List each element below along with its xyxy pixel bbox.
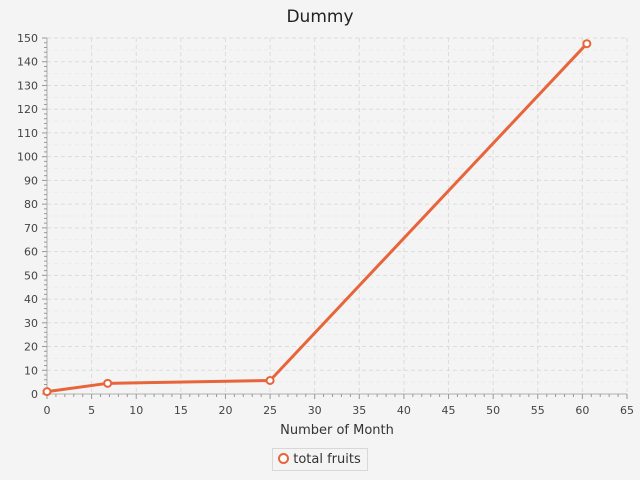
data-point [42,387,52,397]
y-tick-label: 130 [17,79,38,92]
data-point [103,378,113,388]
y-tick-label: 140 [17,56,38,69]
legend: total fruits [0,448,640,471]
x-tick-label: 35 [352,404,366,417]
data-point [265,375,275,385]
y-tick-label: 110 [17,127,38,140]
series-line [45,42,589,394]
y-tick-label: 10 [24,364,38,377]
y-axis-ticks: 0 10 20 30 40 50 60 70 80 90 100 110 120 130 140 150 [17,32,47,401]
y-tick-label: 80 [24,198,38,211]
x-tick-label: 0 [44,404,51,417]
x-tick-label: 25 [263,404,277,417]
y-tick-label: 70 [24,222,38,235]
y-tick-label: 40 [24,293,38,306]
legend-item[interactable]: total fruits [272,448,368,471]
x-tick-label: 40 [397,404,411,417]
y-tick-label: 20 [24,341,38,354]
x-axis-label: Number of Month [280,423,394,438]
x-tick-label: 5 [88,404,95,417]
chart-title: Dummy [286,7,354,27]
x-tick-label: 50 [486,404,500,417]
axes [46,38,627,395]
x-tick-label: 15 [174,404,188,417]
x-tick-label: 55 [531,404,545,417]
y-tick-label: 90 [24,174,38,187]
y-tick-label: 0 [31,388,38,401]
x-tick-label: 60 [575,404,589,417]
y-tick-label: 100 [17,151,38,164]
series-layer [42,39,592,397]
x-axis-ticks: 0 5 10 15 20 25 30 35 40 45 50 55 60 65 [44,394,634,417]
y-tick-label: 30 [24,317,38,330]
y-tick-label: 50 [24,269,38,282]
x-tick-label: 20 [218,404,232,417]
x-tick-label: 45 [442,404,456,417]
x-tick-label: 10 [129,404,143,417]
legend-label: total fruits [293,452,361,467]
x-tick-label: 30 [308,404,322,417]
legend-marker-icon [278,453,290,464]
y-tick-label: 120 [17,103,38,116]
y-tick-label: 150 [17,32,38,45]
x-tick-label: 65 [620,404,634,417]
data-point [582,39,592,49]
y-tick-label: 60 [24,246,38,259]
